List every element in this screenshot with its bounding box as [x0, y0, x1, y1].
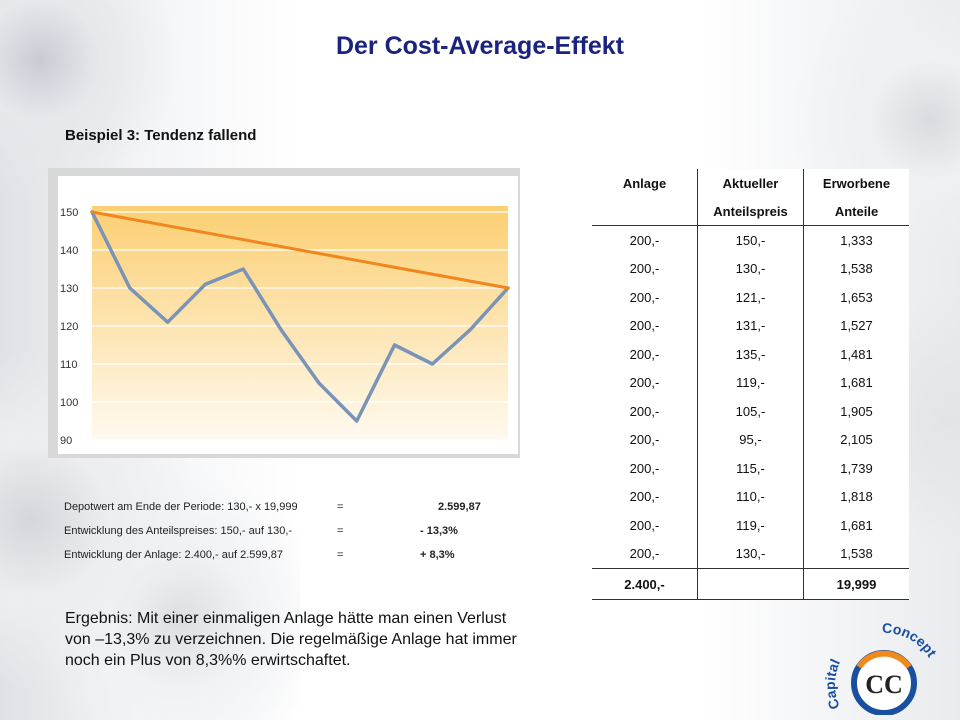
cell-shares: 1,681	[840, 517, 873, 533]
cell-anlage: 200,-	[592, 283, 698, 312]
table-header-row: Anteilspreis Anteile	[592, 197, 909, 226]
column-header-price-2: Anteilspreis	[697, 197, 804, 226]
cell-price: 130,-	[697, 539, 804, 569]
cell-anlage: 200,-	[592, 368, 698, 397]
summary-label: Depotwert am Ende der Periode: 130,- x 1…	[64, 501, 298, 513]
summary-value: - 13,3%	[420, 525, 458, 537]
table-row: 200,- 110,- 1,818	[592, 482, 909, 511]
cell-shares: 1,527	[840, 318, 873, 334]
table-row: 200,- 150,- 1,333	[592, 225, 909, 255]
logo-text-capital: Capital	[822, 656, 843, 711]
cell-shares: 1,681	[840, 375, 873, 391]
total-shares: 19,999	[803, 568, 909, 600]
cell-price: 119,-	[697, 368, 804, 397]
table-row: 200,- 121,- 1,653	[592, 283, 909, 312]
cell-anlage: 200,-	[592, 225, 698, 255]
total-price	[697, 568, 804, 600]
column-header-price: Aktueller	[697, 169, 804, 197]
example-subtitle: Beispiel 3: Tendenz fallend	[65, 127, 257, 144]
summary-value: + 8,3%	[420, 549, 455, 561]
cell-anlage: 200,-	[592, 425, 698, 454]
summary-equals: =	[337, 501, 344, 513]
cell-price: 105,-	[697, 397, 804, 426]
y-tick-label: 140	[60, 245, 78, 257]
cell-anlage: 200,-	[592, 397, 698, 426]
table-row: 200,- 95,- 2,105	[592, 425, 909, 454]
column-header-shares-2: Anteile	[803, 197, 909, 226]
table-total-row: 2.400,- 19,999	[592, 568, 909, 600]
cell-shares: 1,653	[840, 289, 873, 305]
y-tick-label: 110	[60, 359, 78, 371]
cell-shares: 1,818	[840, 489, 873, 505]
table-row: 200,- 119,- 1,681	[592, 511, 909, 540]
cell-shares: 1,739	[840, 460, 873, 476]
cell-price: 95,-	[697, 425, 804, 454]
y-tick-label: 90	[60, 435, 72, 447]
table-row: 200,- 130,- 1,538	[592, 254, 909, 283]
logo-monogram: CC	[865, 670, 903, 699]
cell-shares: 1,905	[840, 403, 873, 419]
cell-price: 150,-	[697, 225, 804, 255]
column-header-anlage: Anlage	[592, 169, 698, 197]
cell-anlage: 200,-	[592, 511, 698, 540]
column-header-shares: Erworbene	[822, 175, 891, 191]
cell-anlage: 200,-	[592, 539, 698, 569]
y-tick-label: 120	[60, 321, 78, 333]
cell-shares: 1,538	[840, 261, 873, 277]
y-tick-label: 100	[60, 397, 78, 409]
price-line	[90, 210, 510, 423]
table-row: 200,- 130,- 1,538	[592, 539, 909, 569]
logo-orange-arc	[856, 650, 912, 669]
summary-value: 2.599,87	[438, 501, 481, 513]
cell-shares: 1,333	[840, 232, 873, 248]
cell-anlage: 200,-	[592, 311, 698, 340]
chart-frame: 150 140 130 120 110 100 90	[48, 168, 520, 458]
trend-line	[90, 210, 510, 290]
cell-price: 110,-	[697, 482, 804, 511]
investment-table: Anlage Aktueller Erworbene Anteilspreis …	[592, 169, 909, 600]
summary-label: Entwicklung der Anlage: 2.400,- auf 2.59…	[64, 549, 283, 561]
table-row: 200,- 105,- 1,905	[592, 397, 909, 426]
cell-price: 121,-	[697, 283, 804, 312]
cell-anlage: 200,-	[592, 254, 698, 283]
total-anlage: 2.400,-	[592, 568, 698, 600]
summary-label: Entwicklung des Anteilspreises: 150,- au…	[64, 525, 293, 537]
y-tick-label: 150	[60, 207, 78, 219]
page-title: Der Cost-Average-Effekt	[335, 32, 625, 60]
cell-shares: 1,481	[840, 346, 873, 362]
cell-shares: 1,538	[803, 539, 909, 569]
plot-area	[92, 206, 508, 440]
table-row: 200,- 115,- 1,739	[592, 454, 909, 483]
price-chart: 150 140 130 120 110 100 90	[58, 176, 518, 454]
table-header-row: Anlage Aktueller Erworbene	[592, 169, 909, 197]
capital-concept-logo: Capital Concept CC	[822, 620, 940, 715]
cell-price: 115,-	[697, 454, 804, 483]
cell-anlage: 200,-	[592, 482, 698, 511]
cell-price: 131,-	[697, 311, 804, 340]
cell-price: 119,-	[697, 511, 804, 540]
cell-anlage: 200,-	[592, 340, 698, 369]
column-header-anlage-2	[592, 197, 698, 226]
table-row: 200,- 119,- 1,681	[592, 368, 909, 397]
summary-equals: =	[337, 549, 344, 561]
summary-equals: =	[337, 525, 344, 537]
table-row: 200,- 131,- 1,527	[592, 311, 909, 340]
cell-price: 130,-	[697, 254, 804, 283]
result-text: Ergebnis: Mit einer einmaligen Anlage hä…	[65, 610, 517, 669]
cell-anlage: 200,-	[592, 454, 698, 483]
y-tick-label: 130	[60, 283, 78, 295]
cell-shares: 2,105	[840, 432, 873, 448]
cell-price: 135,-	[697, 340, 804, 369]
table-row: 200,- 135,- 1,481	[592, 340, 909, 369]
